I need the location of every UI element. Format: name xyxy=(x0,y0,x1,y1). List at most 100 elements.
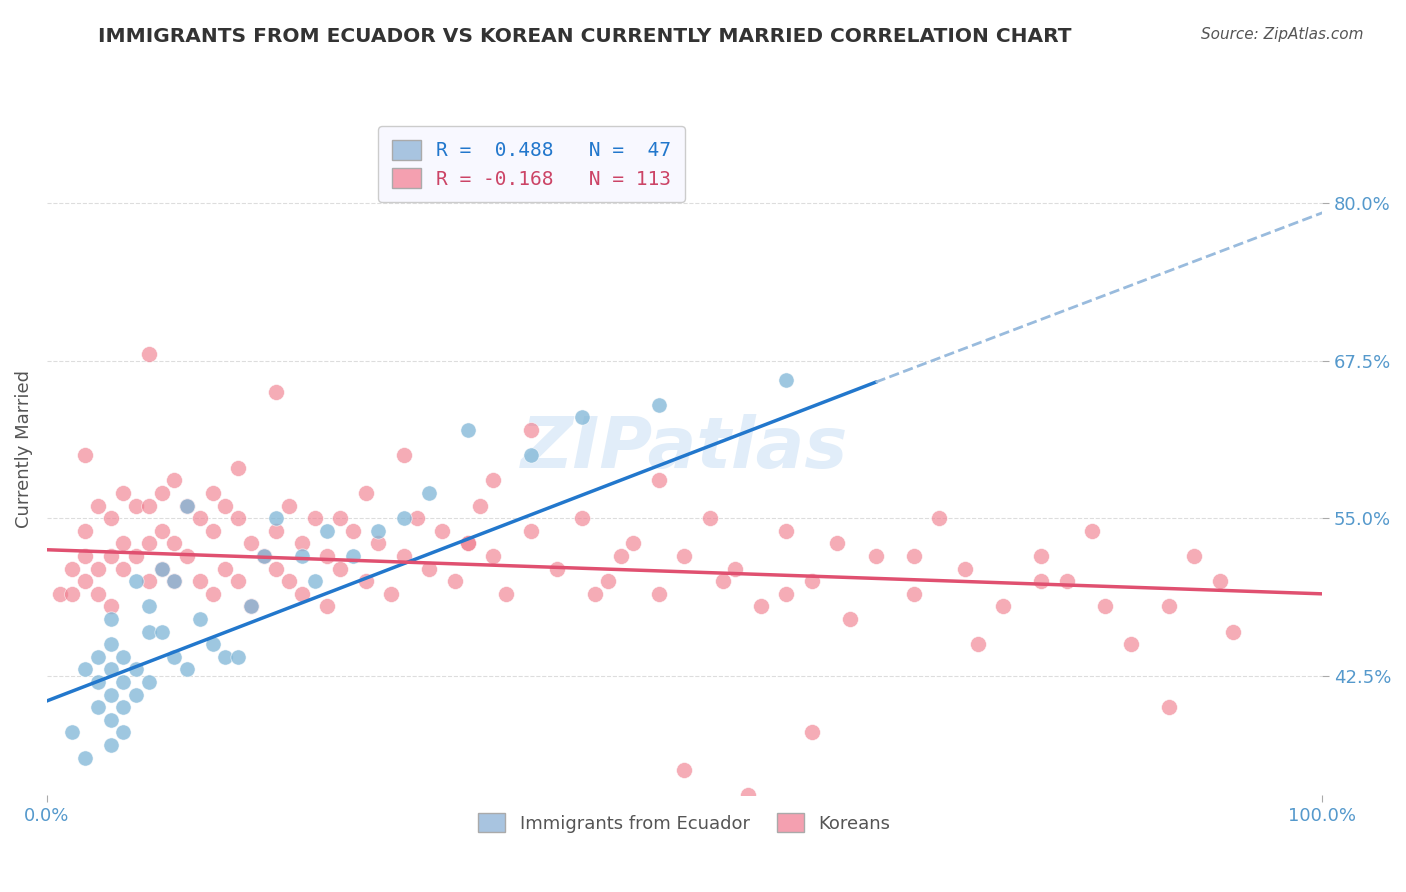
Point xyxy=(214,561,236,575)
Point xyxy=(1031,549,1053,563)
Point xyxy=(316,524,339,538)
Point xyxy=(176,549,198,563)
Point xyxy=(470,499,492,513)
Point xyxy=(457,536,479,550)
Point xyxy=(100,612,122,626)
Point xyxy=(482,474,505,488)
Point xyxy=(1031,574,1053,589)
Point xyxy=(150,561,173,575)
Point xyxy=(201,524,224,538)
Point xyxy=(749,599,772,614)
Point xyxy=(609,549,631,563)
Point xyxy=(304,511,326,525)
Point xyxy=(163,574,186,589)
Point xyxy=(188,612,211,626)
Point xyxy=(278,499,301,513)
Point xyxy=(188,574,211,589)
Point xyxy=(75,448,97,462)
Point xyxy=(125,549,148,563)
Point xyxy=(304,574,326,589)
Point xyxy=(75,750,97,764)
Point xyxy=(392,448,415,462)
Y-axis label: Currently Married: Currently Married xyxy=(15,370,32,528)
Point xyxy=(520,524,543,538)
Point xyxy=(138,347,160,361)
Point xyxy=(775,524,797,538)
Point xyxy=(648,398,671,412)
Point xyxy=(266,385,288,400)
Point xyxy=(112,649,135,664)
Point xyxy=(966,637,988,651)
Point xyxy=(214,649,236,664)
Point xyxy=(827,536,849,550)
Point xyxy=(1209,574,1232,589)
Point xyxy=(699,511,721,525)
Point xyxy=(800,574,823,589)
Point xyxy=(724,561,747,575)
Point xyxy=(266,524,288,538)
Point xyxy=(430,524,453,538)
Point xyxy=(176,499,198,513)
Point xyxy=(839,612,862,626)
Point xyxy=(1182,549,1205,563)
Point xyxy=(621,536,644,550)
Point xyxy=(100,511,122,525)
Point xyxy=(865,549,887,563)
Point xyxy=(903,549,925,563)
Point xyxy=(596,574,619,589)
Point xyxy=(112,725,135,739)
Point xyxy=(60,587,83,601)
Point xyxy=(87,561,110,575)
Point xyxy=(291,587,314,601)
Point xyxy=(418,486,440,500)
Legend: Immigrants from Ecuador, Koreans: Immigrants from Ecuador, Koreans xyxy=(470,805,900,842)
Point xyxy=(253,549,276,563)
Point xyxy=(953,561,976,575)
Point xyxy=(239,599,262,614)
Point xyxy=(163,474,186,488)
Point xyxy=(138,675,160,690)
Point xyxy=(226,649,249,664)
Point xyxy=(266,511,288,525)
Point xyxy=(457,423,479,437)
Text: IMMIGRANTS FROM ECUADOR VS KOREAN CURRENTLY MARRIED CORRELATION CHART: IMMIGRANTS FROM ECUADOR VS KOREAN CURREN… xyxy=(98,27,1071,45)
Point xyxy=(87,587,110,601)
Point xyxy=(188,511,211,525)
Point xyxy=(112,486,135,500)
Point xyxy=(226,511,249,525)
Point xyxy=(342,524,364,538)
Point xyxy=(176,499,198,513)
Point xyxy=(125,574,148,589)
Point xyxy=(138,536,160,550)
Point xyxy=(163,536,186,550)
Point xyxy=(991,599,1014,614)
Point xyxy=(583,587,606,601)
Point xyxy=(87,675,110,690)
Point xyxy=(775,373,797,387)
Point xyxy=(405,511,427,525)
Point xyxy=(380,587,402,601)
Point xyxy=(112,700,135,714)
Point xyxy=(329,561,352,575)
Point xyxy=(112,561,135,575)
Point xyxy=(342,549,364,563)
Point xyxy=(239,536,262,550)
Point xyxy=(87,499,110,513)
Point xyxy=(75,549,97,563)
Point xyxy=(150,486,173,500)
Point xyxy=(482,549,505,563)
Point xyxy=(239,599,262,614)
Point xyxy=(354,486,377,500)
Point xyxy=(138,624,160,639)
Point xyxy=(546,561,568,575)
Point xyxy=(125,688,148,702)
Point xyxy=(673,763,696,777)
Point xyxy=(392,549,415,563)
Point xyxy=(571,511,593,525)
Point xyxy=(201,637,224,651)
Point xyxy=(163,649,186,664)
Point xyxy=(367,524,389,538)
Point xyxy=(138,574,160,589)
Point xyxy=(100,738,122,752)
Point xyxy=(648,474,671,488)
